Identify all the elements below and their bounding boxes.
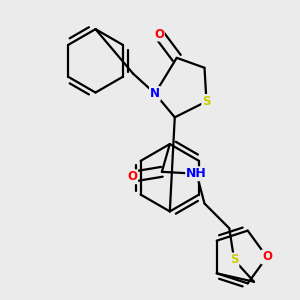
Text: N: N [150, 87, 160, 100]
Text: NH: NH [186, 167, 207, 180]
Text: O: O [262, 250, 272, 263]
Text: O: O [154, 28, 164, 40]
Text: O: O [127, 170, 137, 183]
Text: S: S [230, 254, 238, 266]
Text: S: S [202, 95, 211, 108]
